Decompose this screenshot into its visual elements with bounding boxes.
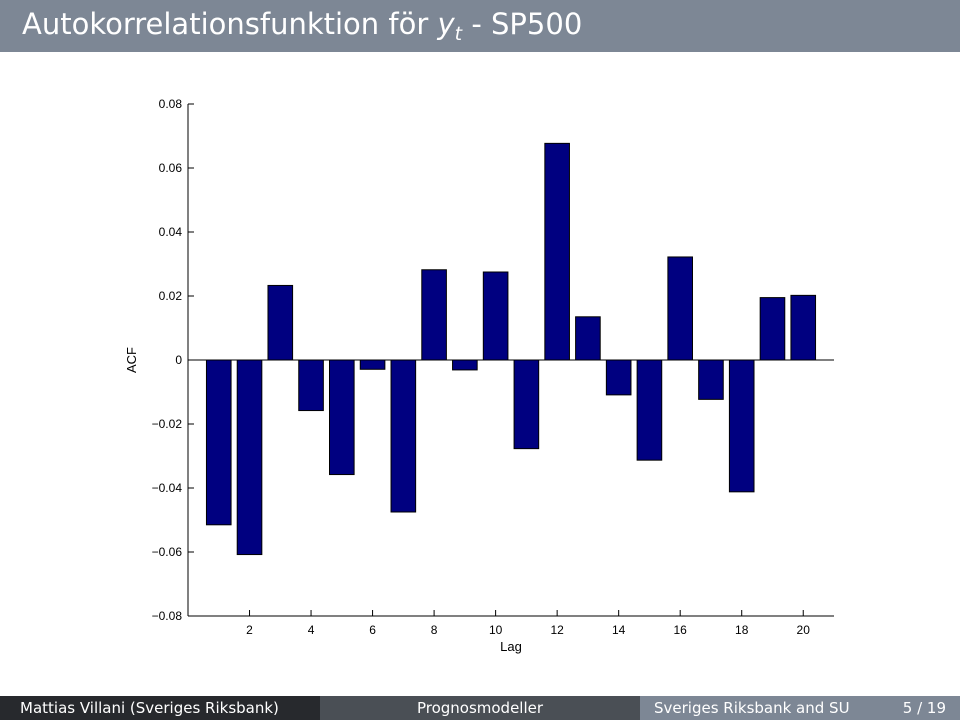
bar-lag-14: [605, 359, 632, 396]
y-tick-label: −0.02: [152, 417, 183, 431]
x-tick-label: 8: [431, 623, 438, 637]
footer-author: Mattias Villani (Sveriges Riksbank): [0, 696, 320, 720]
x-tick-label: 12: [550, 623, 564, 637]
slide-title: Autokorrelationsfunktion för yt - SP500: [22, 4, 582, 54]
footer-bar: Mattias Villani (Sveriges Riksbank) Prog…: [0, 696, 960, 720]
bar-lag-7: [390, 359, 417, 513]
bar-lag-20: [790, 294, 817, 361]
slide-title-tail: - SP500: [462, 7, 583, 41]
bar-lag-3: [267, 284, 294, 361]
bar-lag-13: [575, 316, 601, 361]
bar-lag-1: [205, 359, 232, 526]
y-tick-label: 0.02: [159, 289, 183, 303]
bar-lag-2: [236, 359, 263, 556]
x-tick-label: 6: [369, 623, 376, 637]
bar-lag-16: [667, 256, 693, 361]
footer-page-number: 5 / 19: [902, 699, 946, 717]
footer-institution: Sveriges Riksbank and SU: [654, 699, 850, 717]
y-tick-label: 0.08: [159, 97, 183, 111]
slide-title-bar: Autokorrelationsfunktion för yt - SP500: [0, 0, 960, 52]
x-tick-label: 18: [735, 623, 749, 637]
bar-lag-10: [482, 271, 509, 361]
bar-lag-19: [759, 297, 786, 361]
y-tick-label: 0.06: [159, 161, 183, 175]
x-tick-label: 20: [797, 623, 811, 637]
bar-lag-8: [421, 269, 447, 361]
x-tick-label: 16: [674, 623, 688, 637]
acf-bar-chart: −0.08 −0.06 −0.04 −0.02 0 0.02 0.04 0.06 0.08 2 4 6…: [124, 97, 834, 654]
x-tick-label: 10: [489, 623, 503, 637]
y-axis-label: ACF: [124, 347, 139, 373]
bar-lag-12: [544, 142, 570, 361]
bar-lag-18: [728, 359, 755, 493]
footer-course: Prognosmodeller: [320, 696, 640, 720]
footer-right: Sveriges Riksbank and SU 5 / 19: [640, 696, 960, 720]
x-tick-label: 2: [246, 623, 253, 637]
bar-lag-17: [698, 359, 724, 400]
bar-lag-5: [329, 359, 355, 476]
bar-lag-6: [359, 359, 386, 370]
bar-lag-9: [452, 359, 478, 371]
y-tick-label: −0.06: [152, 545, 183, 559]
slide-title-main: Autokorrelationsfunktion för: [22, 7, 438, 41]
y-tick-label: −0.04: [152, 481, 183, 495]
y-tick-label: −0.08: [152, 609, 183, 623]
x-tick-label: 4: [308, 623, 315, 637]
x-axis-label: Lag: [500, 639, 522, 654]
bar-lag-4: [298, 359, 324, 412]
y-tick-label: 0.04: [159, 225, 183, 239]
y-tick-label: 0: [175, 353, 182, 367]
bar-lag-15: [636, 359, 663, 461]
x-tick-label: 14: [612, 623, 626, 637]
slide-title-subscript: t: [454, 23, 463, 45]
slide-title-variable: y: [437, 7, 455, 41]
bar-lag-11: [513, 359, 540, 450]
